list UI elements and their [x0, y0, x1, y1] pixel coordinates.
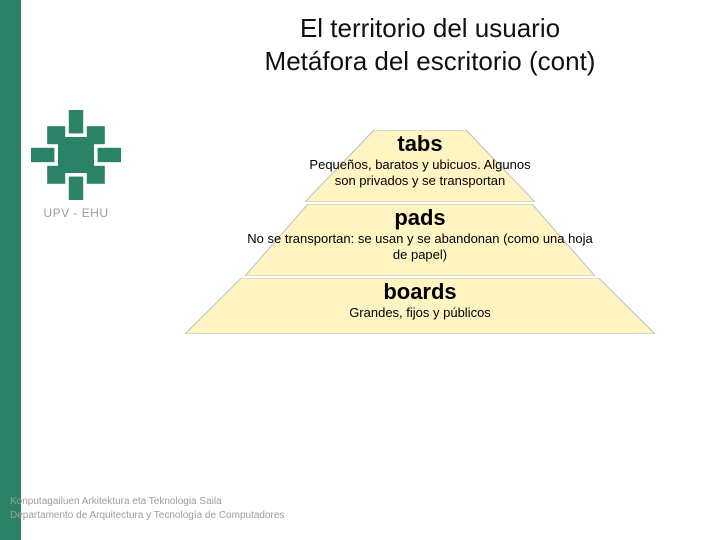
slide-title: El territorio del usuario Metáfora del e…	[160, 12, 700, 77]
title-line-2: Metáfora del escritorio (cont)	[160, 45, 700, 78]
pyramid-tier-2: boards Grandes, fijos y públicos	[185, 278, 655, 334]
org-logo-block: UPV - EHU	[21, 110, 131, 280]
pyramid-diagram: tabsPequeños, baratos y ubicuos. Algunos…	[185, 130, 655, 390]
pyramid-tier-desc: Grandes, fijos y públicos	[185, 305, 655, 321]
pyramid-tier-desc: No se transportan: se usan y se abandona…	[245, 231, 595, 264]
pyramid-tier-0: tabsPequeños, baratos y ubicuos. Algunos…	[305, 130, 535, 202]
pyramid-tier-1: padsNo se transportan: se usan y se aban…	[245, 204, 595, 276]
pyramid-tier-heading: boards	[185, 280, 655, 303]
sidebar-accent	[0, 0, 21, 540]
pyramid-tier-heading: pads	[245, 206, 595, 229]
footer-line-2: Departamento de Arquitectura y Tecnologí…	[10, 509, 284, 523]
title-line-1: El territorio del usuario	[160, 12, 700, 45]
pyramid-tier-content: tabsPequeños, baratos y ubicuos. Algunos…	[305, 130, 535, 190]
upv-ehu-logo-icon	[31, 110, 121, 200]
pyramid-tier-content: padsNo se transportan: se usan y se aban…	[245, 204, 595, 264]
pyramid-tier-desc: Pequeños, baratos y ubicuos. Algunos son…	[305, 157, 535, 190]
footer-line-1: Konputagailuen Arkitektura eta Teknologi…	[10, 495, 284, 509]
org-label: UPV - EHU	[21, 206, 131, 220]
pyramid-tier-heading: tabs	[305, 132, 535, 155]
pyramid-tier-content: boards Grandes, fijos y públicos	[185, 278, 655, 321]
slide-footer: Konputagailuen Arkitektura eta Teknologi…	[10, 495, 284, 522]
